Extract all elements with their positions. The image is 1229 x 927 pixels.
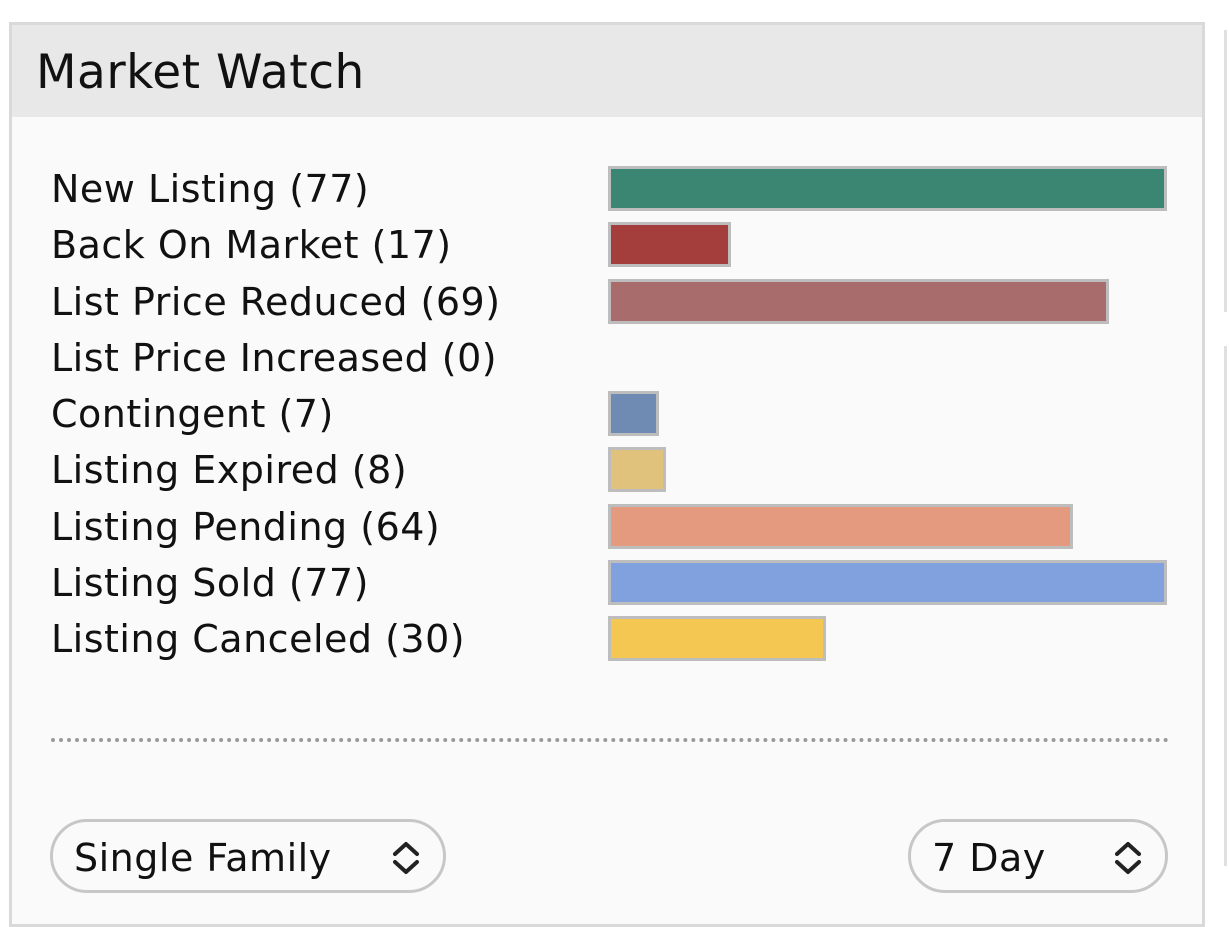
status-row[interactable]: Contingent (7): [12, 390, 1202, 446]
status-row-label: Listing Sold (77): [51, 560, 369, 605]
status-row-label: Listing Pending (64): [51, 504, 441, 549]
adjacent-panel-edge: [1224, 346, 1229, 866]
status-count-bar[interactable]: [608, 278, 1109, 324]
status-count-bar[interactable]: [608, 503, 1073, 549]
status-row[interactable]: Back On Market (17): [12, 221, 1202, 277]
status-row[interactable]: Listing Expired (8): [12, 446, 1202, 502]
period-select[interactable]: 7 Day: [908, 819, 1168, 893]
status-row-label: New Listing (77): [51, 167, 370, 211]
status-count-bar[interactable]: [608, 166, 1167, 211]
chevron-up-down-icon: [393, 842, 419, 874]
chevron-up-down-icon: [1115, 842, 1141, 874]
status-row[interactable]: Listing Pending (64): [12, 503, 1202, 559]
status-row-label: Listing Canceled (30): [51, 617, 466, 661]
status-row-label: Listing Expired (8): [51, 448, 408, 493]
status-row-label: Back On Market (17): [51, 223, 452, 268]
panel-header: Market Watch: [12, 25, 1202, 117]
dotted-divider: [51, 738, 1169, 742]
status-row-label: Contingent (7): [51, 392, 334, 436]
status-count-bar[interactable]: [608, 559, 1167, 605]
status-row[interactable]: Listing Canceled (30): [12, 615, 1202, 671]
status-count-bar[interactable]: [608, 447, 666, 493]
status-count-bar[interactable]: [608, 616, 826, 661]
property-type-value: Single Family: [74, 836, 332, 880]
status-row[interactable]: Listing Sold (77): [12, 559, 1202, 615]
status-row[interactable]: List Price Reduced (69): [12, 278, 1202, 334]
market-watch-panel: Market Watch New Listing (77) Back On Mar…: [9, 22, 1205, 927]
panel-title: Market Watch: [36, 45, 365, 100]
adjacent-panel-edge: [1224, 30, 1229, 312]
property-type-select[interactable]: Single Family: [50, 819, 446, 893]
status-row[interactable]: List Price Increased (0): [12, 334, 1202, 390]
period-value: 7 Day: [932, 836, 1046, 880]
status-count-bar[interactable]: [608, 391, 659, 436]
status-count-bar[interactable]: [608, 222, 731, 268]
status-row[interactable]: New Listing (77): [12, 165, 1202, 221]
status-row-label: List Price Reduced (69): [51, 279, 501, 324]
status-row-label: List Price Increased (0): [51, 335, 498, 380]
